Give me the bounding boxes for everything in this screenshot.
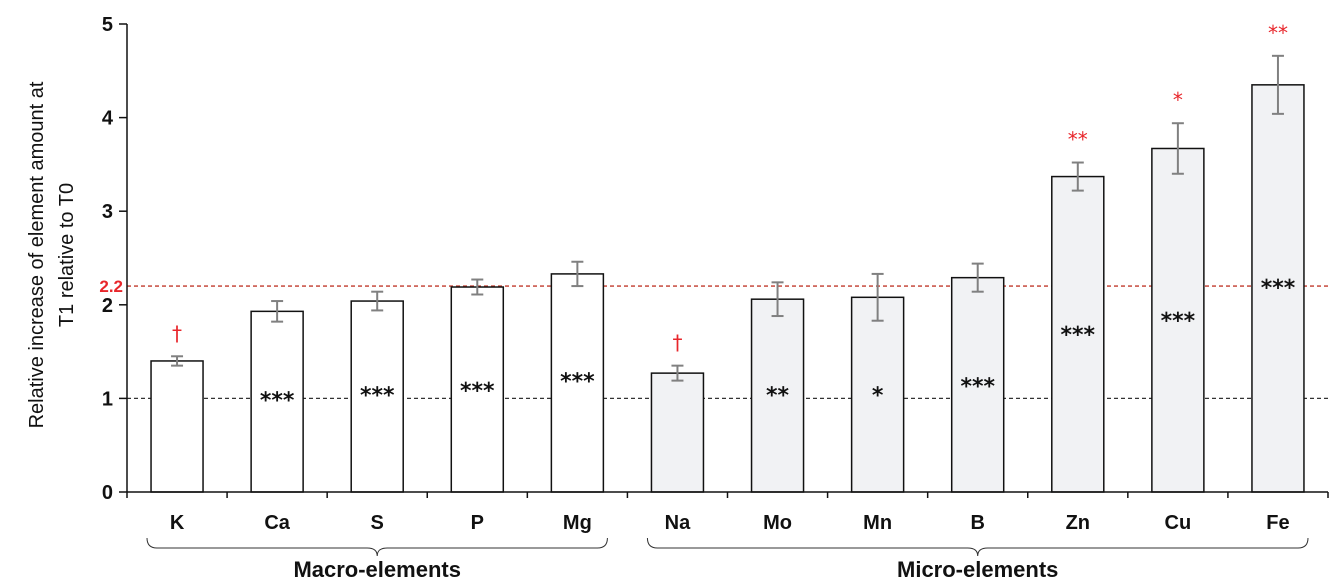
- y-axis-label-line-1: Relative increase of element amount at: [26, 81, 48, 428]
- significance-marker-above: **: [1068, 128, 1088, 152]
- bar: [1251, 84, 1305, 493]
- group-label: Micro-elements: [897, 557, 1058, 582]
- x-tick-label: Mo: [763, 512, 792, 534]
- significance-marker: ***: [460, 379, 495, 404]
- y-tick-label: 2: [102, 295, 113, 317]
- significance-marker: **: [766, 384, 790, 409]
- bars: [150, 54, 1305, 493]
- y-tick-label: 0: [102, 482, 113, 504]
- bar: [350, 300, 404, 493]
- x-tick-label: Zn: [1066, 512, 1090, 534]
- significance-marker-above: *: [1173, 88, 1183, 112]
- significance-marker: ***: [1161, 309, 1196, 334]
- y-tick-label: 5: [102, 14, 113, 36]
- y-tick-label: 3: [102, 201, 113, 223]
- y-tick-label: 1: [102, 388, 113, 410]
- significance-marker: ***: [560, 370, 595, 395]
- bar: [950, 276, 1005, 493]
- significance-marker-above: **: [1268, 21, 1288, 45]
- reference-lines: [127, 285, 1328, 400]
- x-tick-label: Na: [665, 512, 691, 534]
- significance-marker: ***: [260, 388, 295, 413]
- significance-marker: ***: [1261, 276, 1296, 301]
- significance-marker: ***: [960, 374, 995, 399]
- x-tick-label: Mn: [863, 512, 892, 534]
- bar: [650, 372, 705, 493]
- bar: [150, 360, 204, 493]
- bar: [750, 298, 805, 493]
- x-tick-label: Mg: [563, 512, 592, 534]
- x-tick-label: Ca: [264, 512, 290, 534]
- x-tick-label: Fe: [1266, 512, 1289, 534]
- y-axis-label-line-2: T1 relative to T0: [56, 183, 78, 327]
- x-tick-label: S: [371, 512, 384, 534]
- x-tick-label: P: [471, 512, 484, 534]
- x-tick-label: Cu: [1165, 512, 1192, 534]
- significance-marker: ***: [360, 384, 395, 409]
- axes: [119, 23, 1329, 557]
- significance-marker: ***: [1061, 323, 1096, 348]
- significance-marker-above: †: [672, 331, 682, 355]
- x-tick-label: B: [970, 512, 984, 534]
- group-bracket: [146, 537, 608, 557]
- group-label: Macro-elements: [293, 557, 461, 582]
- y-tick-label: 4: [102, 108, 114, 130]
- bar: [250, 310, 304, 493]
- bar: [1151, 147, 1205, 493]
- significance-marker: *: [872, 384, 884, 409]
- y-axis-label: Relative increase of element amount at T…: [26, 81, 78, 428]
- bar: [1051, 175, 1105, 493]
- reference-line-label: 2.2: [99, 277, 123, 296]
- significance-marker-above: †: [172, 321, 182, 345]
- group-bracket: [646, 537, 1309, 557]
- x-tick-label: K: [170, 512, 185, 534]
